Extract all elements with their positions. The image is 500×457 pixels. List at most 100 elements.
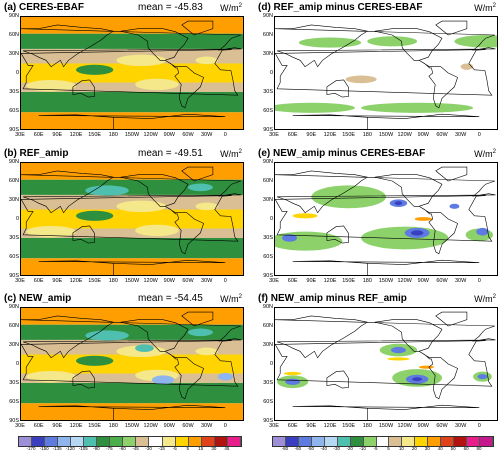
field-sc-deck-sa: [217, 372, 233, 381]
unit-exponent: 2: [238, 149, 242, 155]
diff-band-1: [454, 35, 498, 48]
field-midlat-north: [20, 324, 244, 340]
diff-band-2: [298, 37, 362, 48]
colorbar-swatch: [376, 437, 390, 446]
colorbar-label: -90: [93, 446, 100, 451]
coastline-3: [374, 174, 443, 207]
colorbar-swatch: [480, 437, 493, 446]
coastline-0: [20, 49, 239, 96]
lon-tick-label: 90W: [417, 132, 429, 138]
diff-warm-3: [283, 371, 302, 376]
lon-tick-label: 150W: [124, 423, 140, 429]
coastline-1: [20, 170, 242, 214]
lat-tick-label: 90N: [262, 159, 273, 165]
lon-tick-label: 30W: [455, 278, 467, 284]
lon-tick-label: 120W: [397, 423, 412, 429]
lat-tick-label: 90S: [9, 127, 19, 133]
lat-tick-label: 60N: [8, 323, 19, 329]
lat-tick-label: 90S: [9, 418, 19, 424]
lat-tick-label: 90S: [263, 418, 273, 424]
coastline-6: [292, 113, 480, 130]
lat-tick-label: 60S: [9, 254, 19, 260]
coastline-2: [72, 370, 95, 389]
colorbar-label: -5: [172, 446, 177, 451]
colorbar-label: -135: [52, 446, 62, 451]
diff-band-3: [367, 36, 418, 47]
colorbar-label: -5: [373, 446, 378, 451]
coastline-2: [326, 79, 349, 98]
lon-tick-label: 30E: [269, 132, 279, 138]
map-svg: [20, 162, 244, 276]
coastline-1: [274, 170, 496, 214]
map-area: [20, 16, 244, 130]
field-subtropic-atl: [195, 56, 218, 65]
lat-tick-label: 90N: [8, 13, 19, 19]
colorbar-swatch: [149, 437, 163, 446]
lon-tick-label: 0: [477, 278, 481, 284]
lat-tick-label: 90N: [8, 304, 19, 310]
colorbar-label: 5: [186, 446, 190, 451]
colorbar-swatch: [45, 437, 59, 446]
diff-warm-2: [292, 213, 318, 219]
colorbar-swatch: [273, 437, 286, 446]
coastline-3: [374, 319, 443, 352]
lat-tick-label: 60N: [262, 178, 273, 184]
field-warm-pool: [76, 64, 114, 75]
coastline-1: [274, 24, 496, 68]
colorbar-label: -105: [78, 446, 88, 451]
lat-tick-label: 90N: [262, 304, 273, 310]
colorbar-label: -120: [65, 446, 75, 451]
lat-tick-label: 30N: [8, 342, 19, 348]
lat-tick-label: 60N: [262, 323, 273, 329]
lat-tick-label: 90S: [9, 273, 19, 279]
map-area: [20, 162, 244, 276]
colorbar-label: -170: [26, 446, 36, 451]
lat-tick-label: 0: [15, 361, 19, 367]
coastline-3: [120, 319, 189, 352]
colorbar-swatch: [19, 437, 33, 446]
colorbar-swatch: [454, 437, 468, 446]
colorbar-swatch: [298, 437, 312, 446]
coastline-3: [120, 28, 189, 61]
lon-tick-label: 120W: [397, 132, 412, 138]
colorbar-label: -45: [132, 446, 139, 451]
diff-core-2: [476, 227, 489, 236]
lon-tick-label: 120W: [143, 132, 158, 138]
lon-tick-label: 60W: [436, 132, 448, 138]
lat-tick-label: 60S: [9, 108, 19, 114]
map-frame: [20, 307, 244, 421]
panel-title: (a) CERES-EBAF: [4, 2, 85, 13]
colorbar-swatch: [428, 437, 442, 446]
coastline-1: [20, 315, 242, 359]
lon-tick-label: 180: [108, 278, 118, 284]
lon-tick-label: 0: [477, 132, 481, 138]
map-panel-e: (e) NEW_amip minus CERES-EBAF W/m2 90N 60N 3…: [258, 148, 498, 288]
lat-tick-label: 60S: [9, 399, 19, 405]
field-midlat-south: [20, 238, 244, 259]
lat-tick-label: 0: [269, 361, 273, 367]
field-na-storm: [188, 328, 213, 337]
lon-tick-label: 0: [223, 423, 227, 429]
panel-unit: W/m2: [474, 3, 496, 13]
colorbar-label: -30: [145, 446, 152, 451]
diff-core-4: [282, 234, 298, 242]
lat-tick-label: 90S: [263, 273, 273, 279]
lon-tick-label: 0: [223, 132, 227, 138]
lon-tick-label: 180: [108, 132, 118, 138]
diff-warm-1: [418, 365, 434, 369]
lat-tick-label: 60S: [263, 108, 273, 114]
lon-tick-label: 120E: [323, 423, 337, 429]
colorbar-label: 30: [424, 446, 430, 451]
lon-tick-label: 120W: [143, 423, 158, 429]
map-frame: [274, 16, 498, 130]
lon-tick-label: 120E: [69, 423, 83, 429]
coastline-1: [274, 315, 496, 359]
lon-tick-label: 180: [362, 132, 372, 138]
lon-tick-label: 150W: [378, 132, 394, 138]
field-np-storm: [85, 185, 129, 196]
lat-tick-label: 60S: [263, 399, 273, 405]
field-midlat-south: [20, 383, 244, 404]
lon-tick-label: 120W: [143, 278, 158, 284]
lon-tick-label: 90W: [163, 423, 175, 429]
field-polar-north: [20, 16, 244, 34]
